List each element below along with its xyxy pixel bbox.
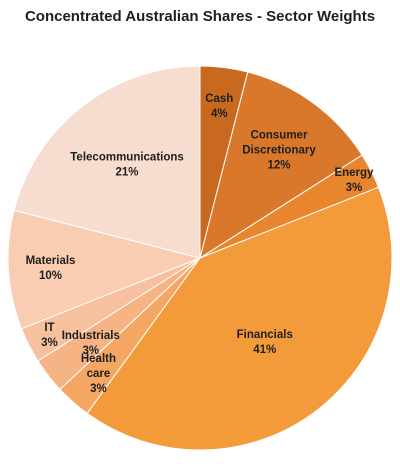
- slice-label-energy: Energy 3%: [334, 167, 374, 194]
- slice-label-materials: Materials 10%: [26, 255, 76, 282]
- slice-label-health-care: Health care 3%: [81, 353, 116, 395]
- slice-label-it: IT 3%: [41, 322, 58, 349]
- chart-title: Concentrated Australian Shares - Sector …: [24, 8, 376, 25]
- pie-slice-consumer-discretionary: [199, 71, 363, 260]
- pie-slice-financials: [86, 186, 393, 451]
- pie-slice-materials: [7, 209, 202, 330]
- slice-label-consumer-discretionary: Consumer Discretionary 12%: [242, 129, 316, 171]
- slice-label-telecommunications: Telecommunications 21%: [70, 151, 184, 178]
- pie-slices: [7, 65, 393, 451]
- slice-label-cash: Cash 4%: [205, 93, 233, 120]
- slice-label-financials: Financials 41%: [237, 329, 293, 356]
- pie-labels: Cash 4% Consumer Discretionary 12% Energy 3% Fi…: [26, 93, 374, 395]
- slice-label-industrials: Industrials 3%: [62, 330, 120, 357]
- pie-slice-telecommunications: [13, 65, 201, 259]
